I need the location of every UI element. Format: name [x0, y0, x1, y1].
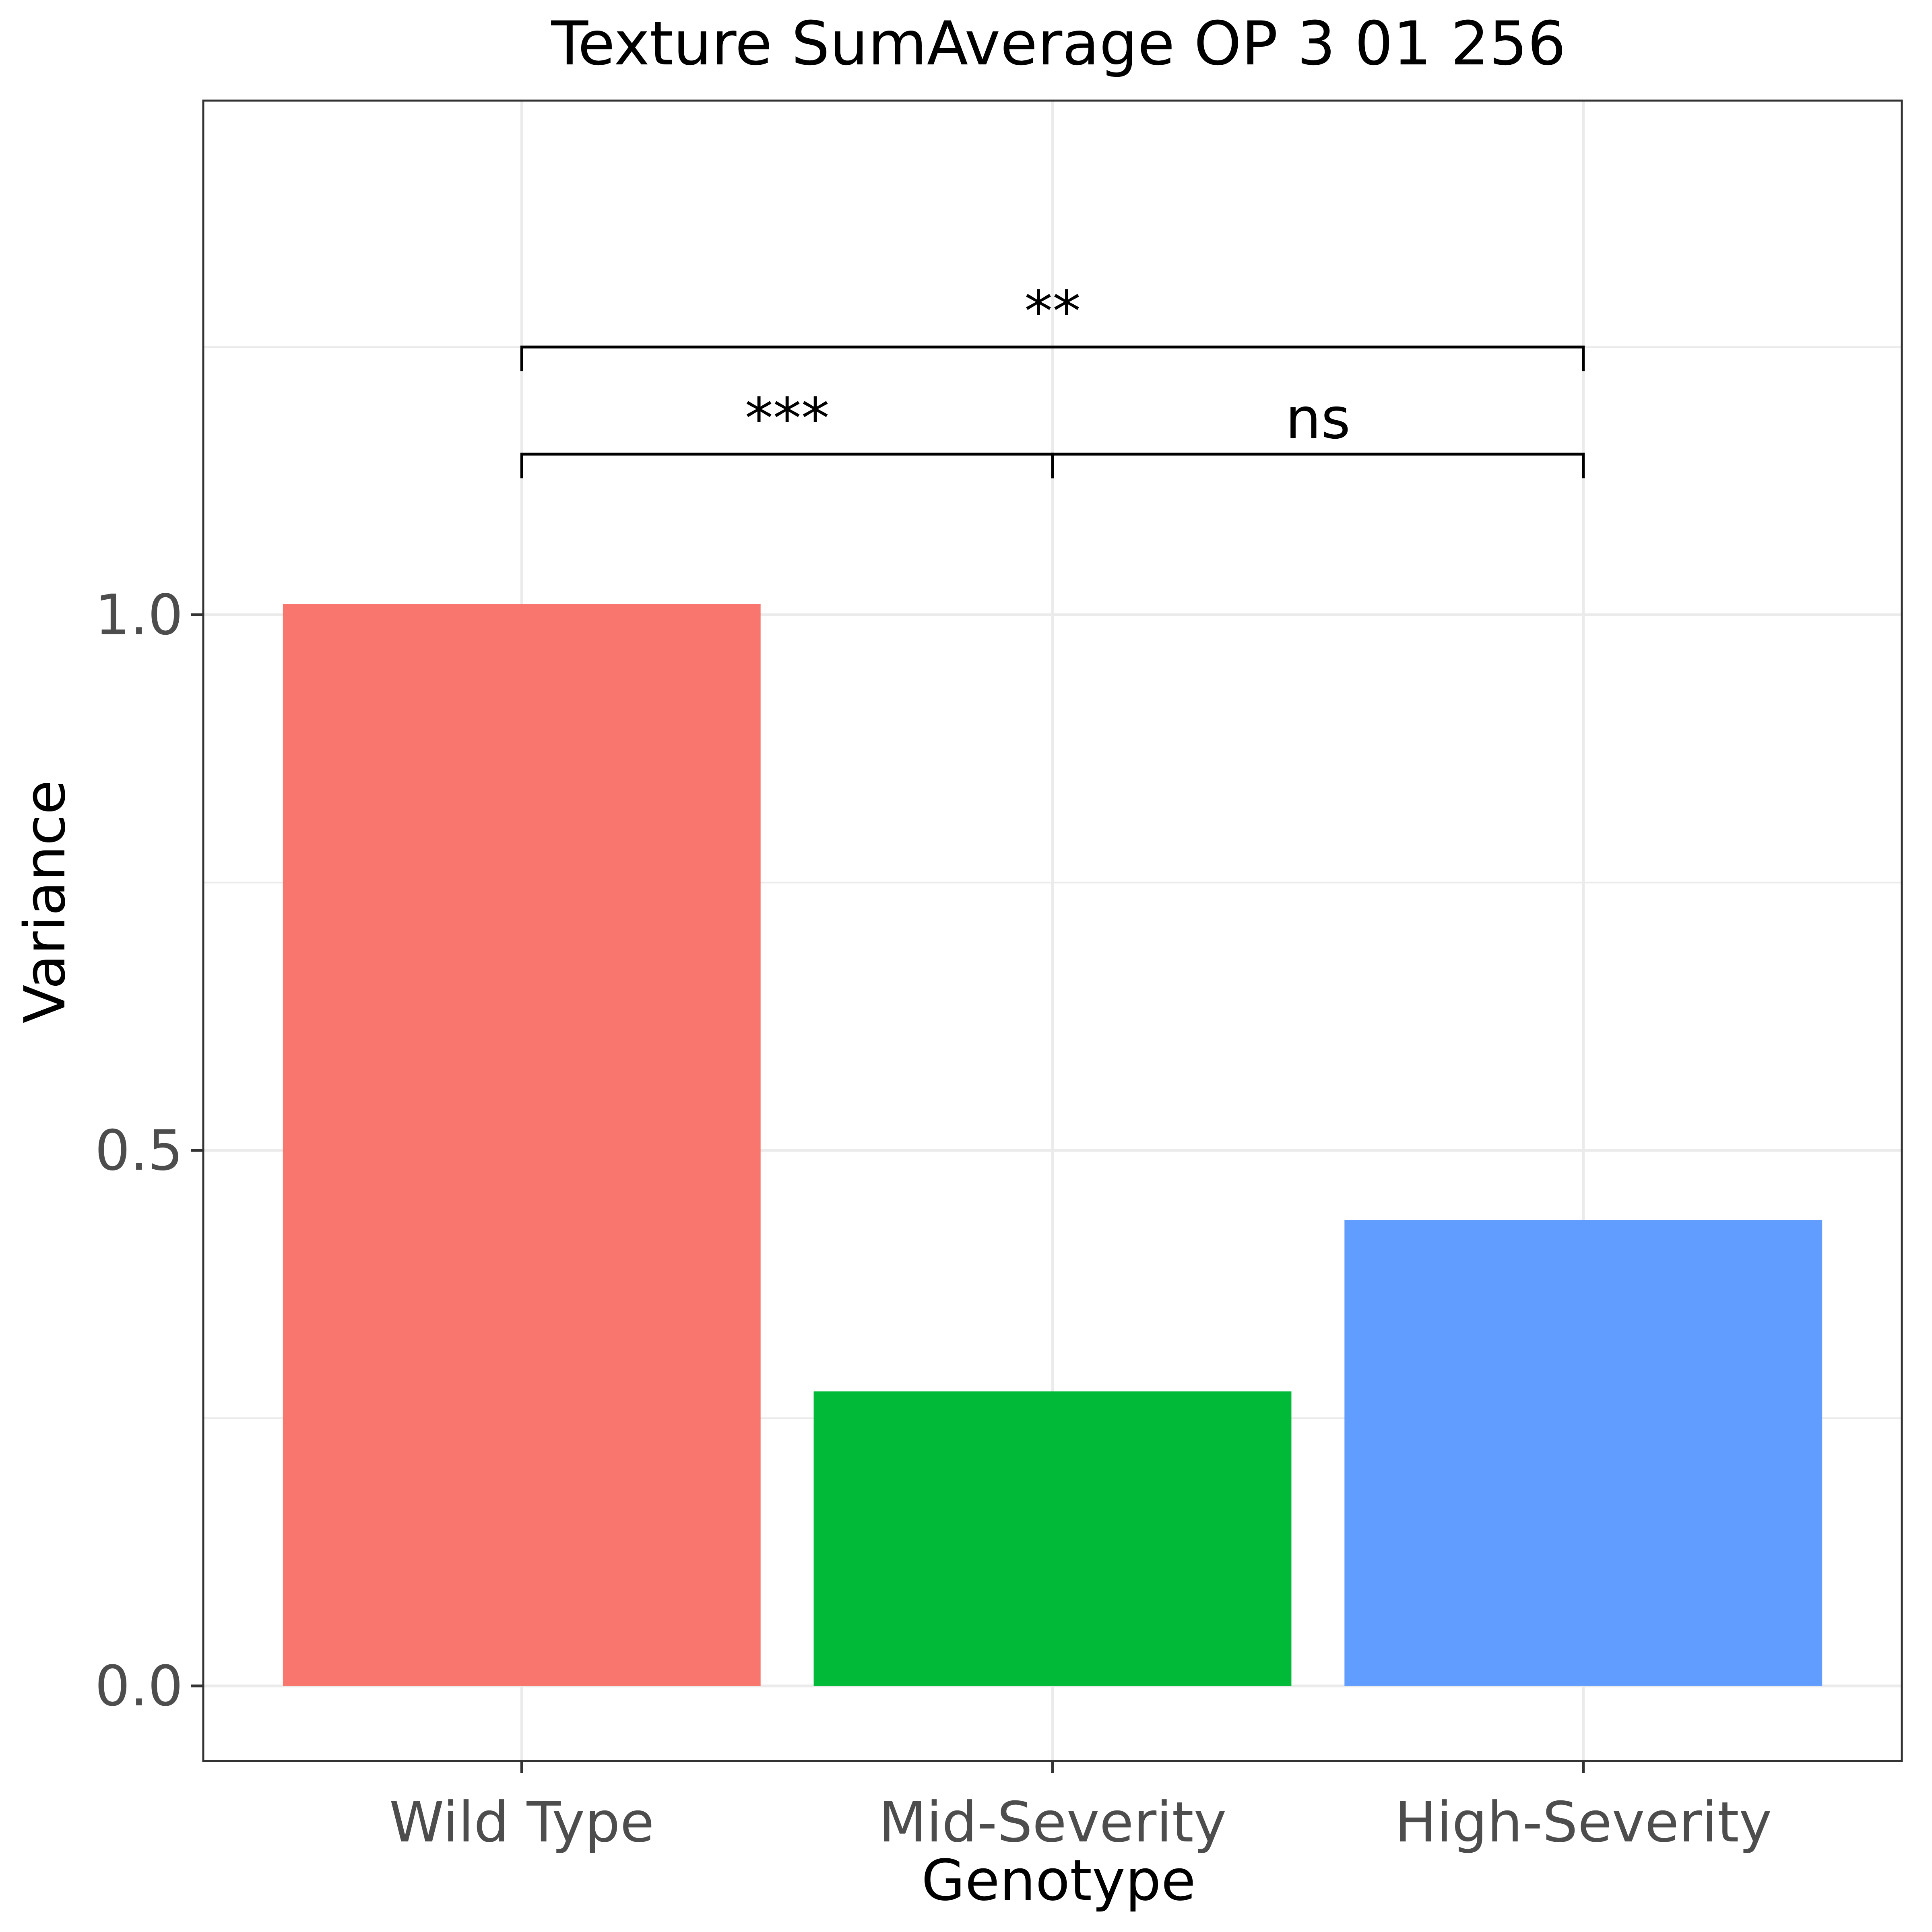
significance-bracket	[520, 345, 1585, 372]
bar	[283, 604, 761, 1686]
bar	[1344, 1220, 1823, 1686]
significance-bracket	[1051, 452, 1585, 479]
y-axis-title: Variance	[12, 780, 78, 1024]
significance-label: ns	[1286, 386, 1351, 452]
chart-title: Texture SumAverage OP 3 01 256	[551, 9, 1566, 79]
significance-label: ***	[745, 386, 830, 452]
x-axis-title: Genotype	[921, 1848, 1196, 1913]
y-axis: 0.0 0.5 1.0	[95, 582, 203, 1719]
x-tick-label: Mid-Severity	[879, 1790, 1227, 1855]
y-tick-label: 0.5	[95, 1118, 183, 1183]
significance-label: **	[1024, 279, 1081, 345]
y-tick-label: 1.0	[95, 582, 183, 647]
y-tick-label: 0.0	[95, 1654, 183, 1719]
bars	[283, 604, 1823, 1686]
significance-brackets: *** ns **	[520, 279, 1585, 479]
bar	[813, 1391, 1292, 1686]
x-tick-label: High-Severity	[1395, 1790, 1772, 1855]
x-axis: Wild Type Mid-Severity High-Severity	[389, 1761, 1772, 1855]
x-tick-label: Wild Type	[389, 1790, 654, 1855]
significance-bracket	[520, 452, 1054, 479]
